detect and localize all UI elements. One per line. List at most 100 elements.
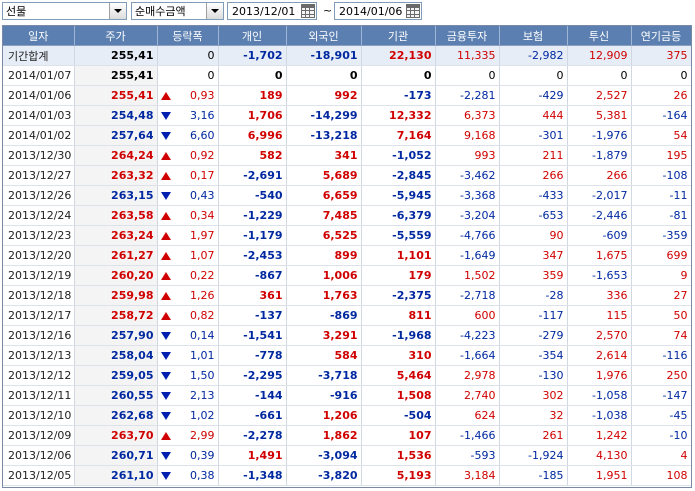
change-value: 6,60 [190, 129, 215, 142]
change-value: 0,34 [190, 209, 215, 222]
cell-financial-investment: -4,223 [435, 325, 500, 346]
calendar-icon[interactable] [301, 4, 315, 18]
change-value: 0,14 [190, 329, 215, 342]
cell-pension: -45 [631, 405, 691, 426]
cell-price: 255,41 [74, 65, 158, 86]
cell-institution: 5,193 [361, 465, 436, 486]
start-date-field[interactable]: 2013/12/01 [227, 2, 317, 20]
cell-date: 2014/01/02 [3, 125, 75, 146]
cell-price: 261,27 [74, 245, 158, 266]
cell-date: 2013/12/18 [3, 285, 75, 306]
change-value: 2,99 [190, 429, 215, 442]
cell-investment-trust: 12,909 [567, 45, 632, 66]
column-header-foreign[interactable]: 외국인 [286, 26, 362, 46]
cell-change: 0,22 [157, 265, 219, 286]
cell-price: 263,15 [74, 185, 158, 206]
column-header-institution[interactable]: 기관 [361, 26, 436, 46]
cell-individual: 189 [218, 85, 287, 106]
triangle-down-icon [160, 472, 171, 480]
table-row[interactable]: 2013/12/30 264,24 0,92 582 341 -1,052 993 211 -1… [3, 145, 691, 166]
table-row[interactable]: 2013/12/09 263,70 2,99 -2,278 1,862 107 -1,466… [3, 425, 691, 446]
chevron-down-icon[interactable] [109, 3, 126, 19]
cell-pension: -116 [631, 345, 691, 366]
metric-select[interactable]: 순매수금액 [131, 2, 224, 20]
table-total-row[interactable]: 기간합계 255,41 0 -1,702 -18,901 22,130 11,335 -2,9… [3, 45, 691, 66]
change-value: 1,26 [190, 289, 215, 302]
table-row[interactable]: 2013/12/10 262,68 1,02 -661 1,206 -504 624 32 -1… [3, 405, 691, 426]
market-select[interactable]: 선물 [2, 2, 127, 20]
cell-foreign: -869 [286, 305, 362, 326]
table-row[interactable]: 2014/01/03 254,48 3,16 1,706 -14,299 12,332 6,… [3, 105, 691, 126]
cell-date: 2013/12/27 [3, 165, 75, 186]
cell-pension: 0 [631, 65, 691, 86]
cell-price: 259,05 [74, 365, 158, 386]
table-row[interactable]: 2013/12/12 259,05 1,50 -2,295 -3,718 5,464 2,9… [3, 365, 691, 386]
column-header-price[interactable]: 주가 [74, 26, 158, 46]
table-row[interactable]: 2013/12/17 258,72 0,82 -137 -869 811 600 -117 11… [3, 305, 691, 326]
column-header-date[interactable]: 일자 [3, 26, 75, 46]
cell-foreign: 3,291 [286, 325, 362, 346]
column-header-insurance[interactable]: 보험 [499, 26, 568, 46]
table-row[interactable]: 2013/12/27 263,32 0,17 -2,691 5,689 -2,845 -3,… [3, 165, 691, 186]
cell-foreign: -916 [286, 385, 362, 406]
change-value: 0,38 [190, 469, 215, 482]
cell-institution: 5,464 [361, 365, 436, 386]
cell-price: 263,58 [74, 205, 158, 226]
triangle-up-icon [160, 432, 171, 440]
triangle-down-icon [160, 112, 171, 120]
table-row[interactable]: 2013/12/20 261,27 1,07 -2,453 899 1,101 -1,649… [3, 245, 691, 266]
calendar-icon[interactable] [406, 4, 420, 18]
cell-investment-trust: 115 [567, 305, 632, 326]
table-row[interactable]: 2013/12/26 263,15 0,43 -540 6,659 -5,945 -3,36… [3, 185, 691, 206]
cell-pension: -11 [631, 185, 691, 206]
cell-change: 0,14 [157, 325, 219, 346]
triangle-down-icon [160, 412, 171, 420]
column-header-individual[interactable]: 개인 [218, 26, 287, 46]
cell-institution: 12,332 [361, 105, 436, 126]
cell-investment-trust: 1,951 [567, 465, 632, 486]
cell-investment-trust: 4,130 [567, 445, 632, 466]
cell-date: 2013/12/10 [3, 405, 75, 426]
table-row[interactable]: 2013/12/24 263,58 0,34 -1,229 7,485 -6,379 -3,… [3, 205, 691, 226]
table-row[interactable]: 2013/12/06 260,71 0,39 1,491 -3,094 1,536 -593… [3, 445, 691, 466]
cell-individual: -2,295 [218, 365, 287, 386]
table-row[interactable]: 2014/01/02 257,64 6,60 6,996 -13,218 7,164 9,1… [3, 125, 691, 146]
cell-individual: -2,691 [218, 165, 287, 186]
column-header-change[interactable]: 등락폭 [157, 26, 219, 46]
table-row[interactable]: 2013/12/19 260,20 0,22 -867 1,006 179 1,502 359… [3, 265, 691, 286]
table-row[interactable]: 2014/01/06 255,41 0,93 189 992 -173 -2,281 -429… [3, 85, 691, 106]
triangle-up-icon [160, 292, 171, 300]
cell-change: 0,38 [157, 465, 219, 486]
change-value: 0,93 [190, 89, 215, 102]
cell-institution: -1,968 [361, 325, 436, 346]
cell-foreign: -18,901 [286, 45, 362, 66]
table-row[interactable]: 2013/12/18 259,98 1,26 361 1,763 -2,375 -2,718… [3, 285, 691, 306]
column-header-financial-investment[interactable]: 금융투자 [435, 26, 500, 46]
table-header-row: 일자 주가 등락폭 개인 외국인 기관 금융투자 보험 투신 연기금등 [3, 26, 691, 46]
cell-financial-investment: 6,373 [435, 105, 500, 126]
table-row[interactable]: 2013/12/23 263,24 1,97 -1,179 6,525 -5,559 -4,… [3, 225, 691, 246]
table-row[interactable]: 2013/12/05 261,10 0,38 -1,348 -3,820 5,193 3,1… [3, 465, 691, 486]
chevron-down-icon[interactable] [206, 3, 223, 19]
end-date-field[interactable]: 2014/01/06 [334, 2, 422, 20]
cell-insurance: -433 [499, 185, 568, 206]
table-row[interactable]: 2014/01/07 255,41 0 0 0 0 0 0 0 0 [3, 65, 691, 86]
cell-financial-investment: 2,740 [435, 385, 500, 406]
cell-change: 1,26 [157, 285, 219, 306]
cell-institution: -2,375 [361, 285, 436, 306]
cell-financial-investment: 11,335 [435, 45, 500, 66]
cell-foreign: 899 [286, 245, 362, 266]
column-header-pension[interactable]: 연기금등 [631, 26, 691, 46]
cell-insurance: -429 [499, 85, 568, 106]
triangle-down-icon [160, 192, 171, 200]
cell-pension: 108 [631, 465, 691, 486]
cell-institution: 310 [361, 345, 436, 366]
cell-financial-investment: 2,978 [435, 365, 500, 386]
table-row[interactable]: 2013/12/13 258,04 1,01 -778 584 310 -1,664 -354… [3, 345, 691, 366]
cell-financial-investment: -1,649 [435, 245, 500, 266]
column-header-investment-trust[interactable]: 투신 [567, 26, 632, 46]
table-row[interactable]: 2013/12/11 260,55 2,13 -144 -916 1,508 2,740 30… [3, 385, 691, 406]
table-row[interactable]: 2013/12/16 257,90 0,14 -1,541 3,291 -1,968 -4,… [3, 325, 691, 346]
cell-insurance: -28 [499, 285, 568, 306]
cell-date: 2013/12/11 [3, 385, 75, 406]
